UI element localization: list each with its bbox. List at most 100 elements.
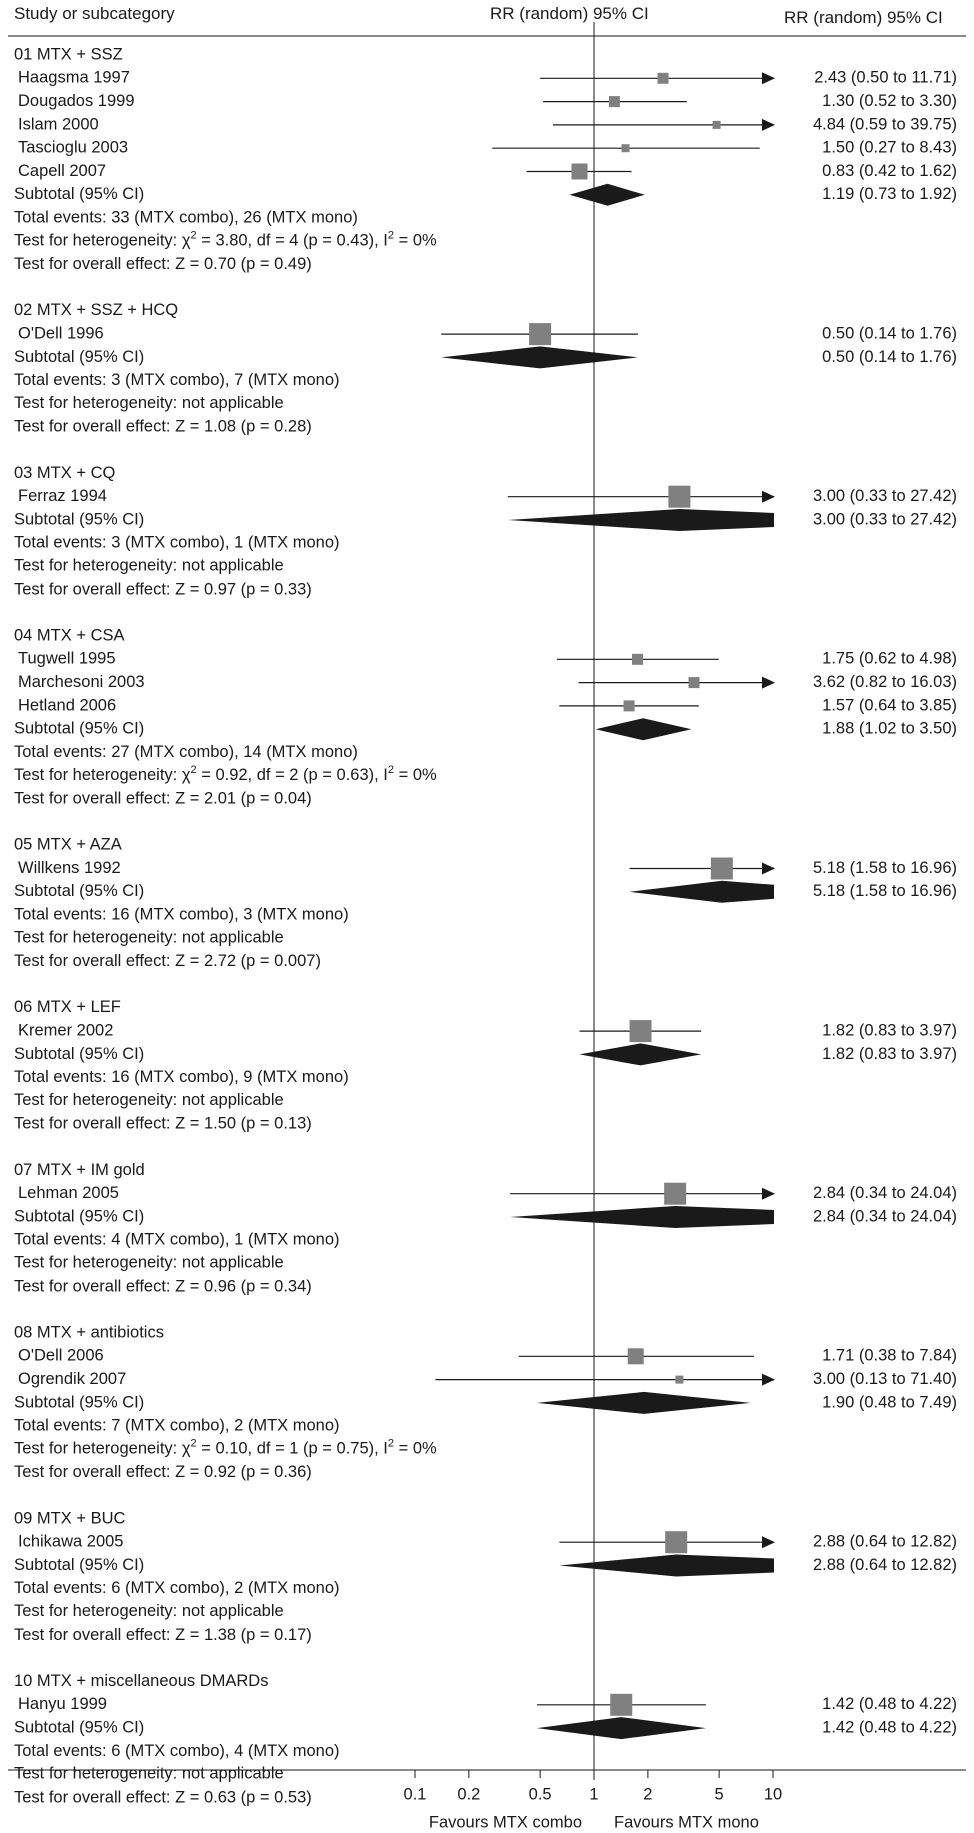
axis-tick-label: 1	[589, 1785, 598, 1803]
study-square	[571, 163, 588, 180]
total-events: Total events: 16 (MTX combo), 9 (MTX mon…	[14, 1068, 349, 1086]
subtotal-label: Subtotal (95% CI)	[14, 510, 144, 528]
study-name: Tascioglu 2003	[18, 139, 128, 157]
total-events: Total events: 33 (MTX combo), 26 (MTX mo…	[14, 208, 358, 226]
heterogeneity-test: Test for heterogeneity: not applicable	[14, 1091, 284, 1109]
study-ci-value: 4.84 (0.59 to 39.75)	[813, 115, 957, 133]
subtotal-label: Subtotal (95% CI)	[14, 1556, 144, 1574]
ci-arrow	[762, 676, 775, 689]
study-name: Lehman 2005	[18, 1184, 119, 1202]
study-name: Ichikawa 2005	[18, 1533, 124, 1551]
group-title: 06 MTX + LEF	[14, 998, 121, 1016]
subtotal-label: Subtotal (95% CI)	[14, 1045, 144, 1063]
heterogeneity-test: Test for heterogeneity: χ2 = 3.80, df = …	[14, 229, 437, 249]
total-events: Total events: 3 (MTX combo), 7 (MTX mono…	[14, 371, 340, 389]
subtotal-label: Subtotal (95% CI)	[14, 185, 144, 203]
study-square	[688, 677, 700, 689]
overall-effect-test: Test for overall effect: Z = 0.92 (p = 0…	[14, 1463, 312, 1481]
study-name: Ogrendik 2007	[18, 1370, 126, 1388]
study-ci-value: 1.71 (0.38 to 7.84)	[822, 1347, 957, 1365]
ci-arrow	[762, 490, 775, 503]
axis-tick-label: 0.5	[529, 1785, 552, 1803]
subtotal-ci-value: 1.42 (0.48 to 4.22)	[822, 1718, 957, 1736]
study-name: Islam 2000	[18, 115, 99, 133]
study-name: Kremer 2002	[18, 1021, 113, 1039]
overall-effect-test: Test for overall effect: Z = 0.96 (p = 0…	[14, 1277, 312, 1295]
heterogeneity-test: Test for heterogeneity: χ2 = 0.92, df = …	[14, 764, 437, 784]
ci-arrow	[762, 862, 775, 875]
overall-effect-test: Test for overall effect: Z = 1.50 (p = 0…	[14, 1115, 312, 1133]
subtotal-diamond	[579, 1043, 702, 1066]
total-events: Total events: 4 (MTX combo), 1 (MTX mono…	[14, 1231, 340, 1249]
study-square	[621, 144, 630, 153]
study-ci-value: 1.75 (0.62 to 4.98)	[822, 650, 957, 668]
ci-arrow	[762, 1373, 775, 1386]
total-events: Total events: 6 (MTX combo), 4 (MTX mono…	[14, 1742, 340, 1760]
overall-effect-test: Test for overall effect: Z = 0.70 (p = 0…	[14, 255, 312, 273]
subtotal-label: Subtotal (95% CI)	[14, 1393, 144, 1411]
study-ci-value: 1.57 (0.64 to 3.85)	[822, 696, 957, 714]
subtotal-ci-value: 0.50 (0.14 to 1.76)	[822, 348, 957, 366]
subtotal-label: Subtotal (95% CI)	[14, 720, 144, 738]
study-ci-value: 2.84 (0.34 to 24.04)	[813, 1184, 957, 1202]
study-name: Hetland 2006	[18, 696, 116, 714]
group-title: 07 MTX + IM gold	[14, 1161, 145, 1179]
study-ci-value: 1.82 (0.83 to 3.97)	[822, 1021, 957, 1039]
study-name: Tugwell 1995	[18, 650, 116, 668]
overall-effect-test: Test for overall effect: Z = 0.63 (p = 0…	[14, 1788, 312, 1806]
subtotal-diamond	[629, 880, 774, 903]
study-square	[608, 96, 620, 108]
study-name: O'Dell 2006	[18, 1347, 104, 1365]
total-events: Total events: 3 (MTX combo), 1 (MTX mono…	[14, 534, 340, 552]
subtotal-diamond	[441, 346, 638, 369]
subtotal-ci-value: 5.18 (1.58 to 16.96)	[813, 882, 957, 900]
column-header-plot: RR (random) 95% CI	[490, 4, 649, 23]
subtotal-ci-value: 1.88 (1.02 to 3.50)	[822, 720, 957, 738]
study-name: O'Dell 1996	[18, 324, 104, 342]
favours-right-label: Favours MTX mono	[614, 1813, 759, 1831]
study-square	[632, 653, 644, 665]
study-name: Ferraz 1994	[18, 487, 107, 505]
heterogeneity-test: Test for heterogeneity: not applicable	[14, 929, 284, 947]
favours-left-label: Favours MTX combo	[429, 1813, 582, 1831]
subtotal-label: Subtotal (95% CI)	[14, 348, 144, 366]
axis-tick-label: 5	[715, 1785, 724, 1803]
subtotal-ci-value: 1.19 (0.73 to 1.92)	[822, 185, 957, 203]
subtotal-diamond	[559, 1554, 774, 1577]
subtotal-ci-value: 3.00 (0.33 to 27.42)	[813, 510, 957, 528]
study-ci-value: 1.50 (0.27 to 8.43)	[822, 139, 957, 157]
axis-tick-label: 0.2	[457, 1785, 480, 1803]
study-ci-value: 0.83 (0.42 to 1.62)	[822, 162, 957, 180]
subtotal-ci-value: 1.90 (0.48 to 7.49)	[822, 1393, 957, 1411]
overall-effect-test: Test for overall effect: Z = 2.01 (p = 0…	[14, 789, 312, 807]
study-square	[629, 1020, 652, 1043]
axis-tick-label: 2	[643, 1785, 652, 1803]
subtotal-diamond	[595, 718, 692, 741]
total-events: Total events: 16 (MTX combo), 3 (MTX mon…	[14, 905, 349, 923]
study-square	[665, 1531, 688, 1554]
total-events: Total events: 7 (MTX combo), 2 (MTX mono…	[14, 1417, 340, 1435]
heterogeneity-test: Test for heterogeneity: not applicable	[14, 1602, 284, 1620]
study-square	[529, 323, 552, 346]
study-ci-value: 1.30 (0.52 to 3.30)	[822, 92, 957, 110]
subtotal-label: Subtotal (95% CI)	[14, 1718, 144, 1736]
study-name: Dougados 1999	[18, 92, 135, 110]
study-square	[675, 1375, 684, 1384]
study-ci-value: 3.00 (0.33 to 27.42)	[813, 487, 957, 505]
axis-tick-label: 0.1	[404, 1785, 427, 1803]
overall-effect-test: Test for overall effect: Z = 1.38 (p = 0…	[14, 1626, 312, 1644]
heterogeneity-test: Test for heterogeneity: not applicable	[14, 557, 284, 575]
subtotal-ci-value: 1.82 (0.83 to 3.97)	[822, 1045, 957, 1063]
heterogeneity-test: Test for heterogeneity: not applicable	[14, 1254, 284, 1272]
group-title: 01 MTX + SSZ	[14, 45, 123, 63]
study-ci-value: 3.00 (0.13 to 71.40)	[813, 1370, 957, 1388]
overall-effect-test: Test for overall effect: Z = 0.97 (p = 0…	[14, 580, 312, 598]
study-name: Willkens 1992	[18, 859, 121, 877]
subtotal-diamond	[536, 1717, 706, 1740]
heterogeneity-test: Test for heterogeneity: not applicable	[14, 394, 284, 412]
ci-arrow	[762, 118, 775, 131]
heterogeneity-test: Test for heterogeneity: χ2 = 0.10, df = …	[14, 1437, 437, 1457]
study-name: Marchesoni 2003	[18, 673, 145, 691]
group-title: 02 MTX + SSZ + HCQ	[14, 301, 178, 319]
study-ci-value: 2.88 (0.64 to 12.82)	[813, 1533, 957, 1551]
